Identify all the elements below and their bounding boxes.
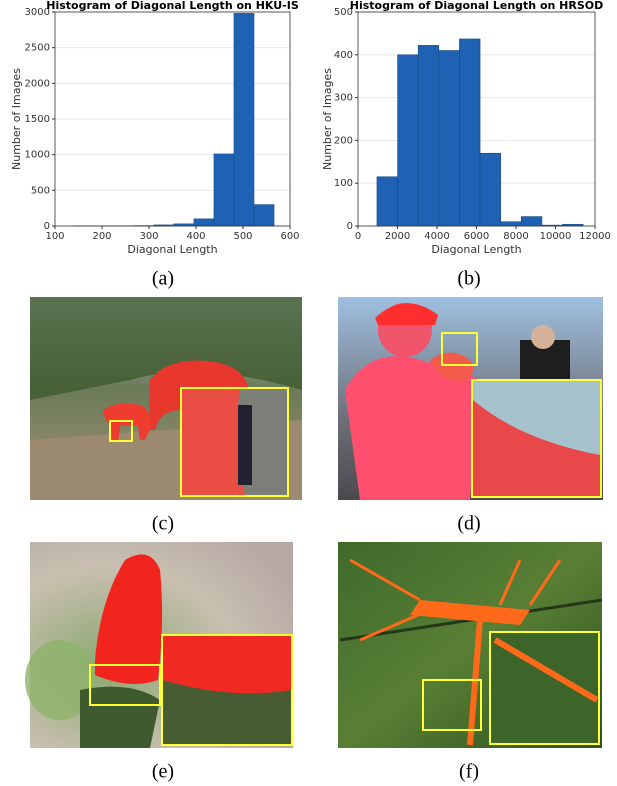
x-tick-label: 200 bbox=[92, 231, 111, 242]
y-tick-label: 400 bbox=[334, 50, 353, 61]
caption: (a) bbox=[152, 268, 174, 290]
histogram-bar bbox=[417, 45, 440, 227]
x-axis-label: Diagonal Length bbox=[431, 243, 521, 256]
photo-c bbox=[30, 297, 302, 500]
histogram-bar bbox=[253, 204, 275, 227]
x-tick-label: 600 bbox=[280, 231, 299, 242]
histogram-bar bbox=[500, 221, 522, 227]
x-tick-label: 500 bbox=[233, 231, 252, 242]
caption: (e) bbox=[152, 761, 174, 783]
y-tick-label: 500 bbox=[334, 7, 353, 18]
y-tick-label: 500 bbox=[31, 185, 50, 196]
x-tick-label: 300 bbox=[139, 231, 158, 242]
photo-e bbox=[25, 542, 293, 748]
histogram-bar bbox=[459, 38, 481, 227]
histogram-bar bbox=[438, 50, 460, 227]
x-tick-label: 6000 bbox=[464, 231, 489, 242]
x-tick-label: 4000 bbox=[424, 231, 449, 242]
y-tick-label: 1000 bbox=[25, 150, 50, 161]
x-axis-label: Diagonal Length bbox=[127, 243, 217, 256]
y-axis-label: Number of Images bbox=[321, 68, 334, 170]
caption: (b) bbox=[457, 268, 480, 290]
x-tick-label: 0 bbox=[355, 231, 361, 242]
y-tick-label: 1500 bbox=[25, 114, 50, 125]
x-tick-label: 8000 bbox=[503, 231, 528, 242]
y-tick-label: 0 bbox=[347, 221, 353, 232]
histogram-bar bbox=[479, 152, 501, 227]
histogram-bar bbox=[376, 176, 398, 227]
caption: (d) bbox=[457, 513, 480, 535]
x-tick-label: 10000 bbox=[540, 231, 572, 242]
y-tick-label: 0 bbox=[44, 221, 50, 232]
caption: (f) bbox=[459, 761, 479, 783]
y-tick-label: 100 bbox=[334, 178, 353, 189]
histogram-bar bbox=[233, 13, 255, 227]
histogram-bar bbox=[193, 218, 215, 227]
x-tick-label: 100 bbox=[45, 231, 64, 242]
plot-frame bbox=[357, 11, 596, 227]
photo-d bbox=[338, 297, 603, 500]
y-tick-label: 200 bbox=[334, 135, 353, 146]
histogram-bar bbox=[213, 153, 235, 227]
caption: (c) bbox=[152, 513, 174, 535]
x-tick-label: 2000 bbox=[385, 231, 410, 242]
x-tick-label: 12000 bbox=[579, 231, 611, 242]
histogram-bar bbox=[397, 54, 419, 227]
y-axis-label: Number of Images bbox=[10, 68, 23, 170]
y-tick-label: 300 bbox=[334, 93, 353, 104]
y-tick-label: 2000 bbox=[25, 78, 50, 89]
y-tick-label: 2500 bbox=[25, 43, 50, 54]
chart-title: Histogram of Diagonal Length on HKU-IS bbox=[46, 0, 299, 12]
chart-title: Histogram of Diagonal Length on HRSOD bbox=[350, 0, 604, 12]
x-tick-label: 400 bbox=[186, 231, 205, 242]
histogram-bar bbox=[520, 216, 543, 227]
y-tick-label: 3000 bbox=[25, 7, 50, 18]
plot-frame bbox=[54, 11, 291, 227]
photo-f bbox=[338, 542, 603, 748]
